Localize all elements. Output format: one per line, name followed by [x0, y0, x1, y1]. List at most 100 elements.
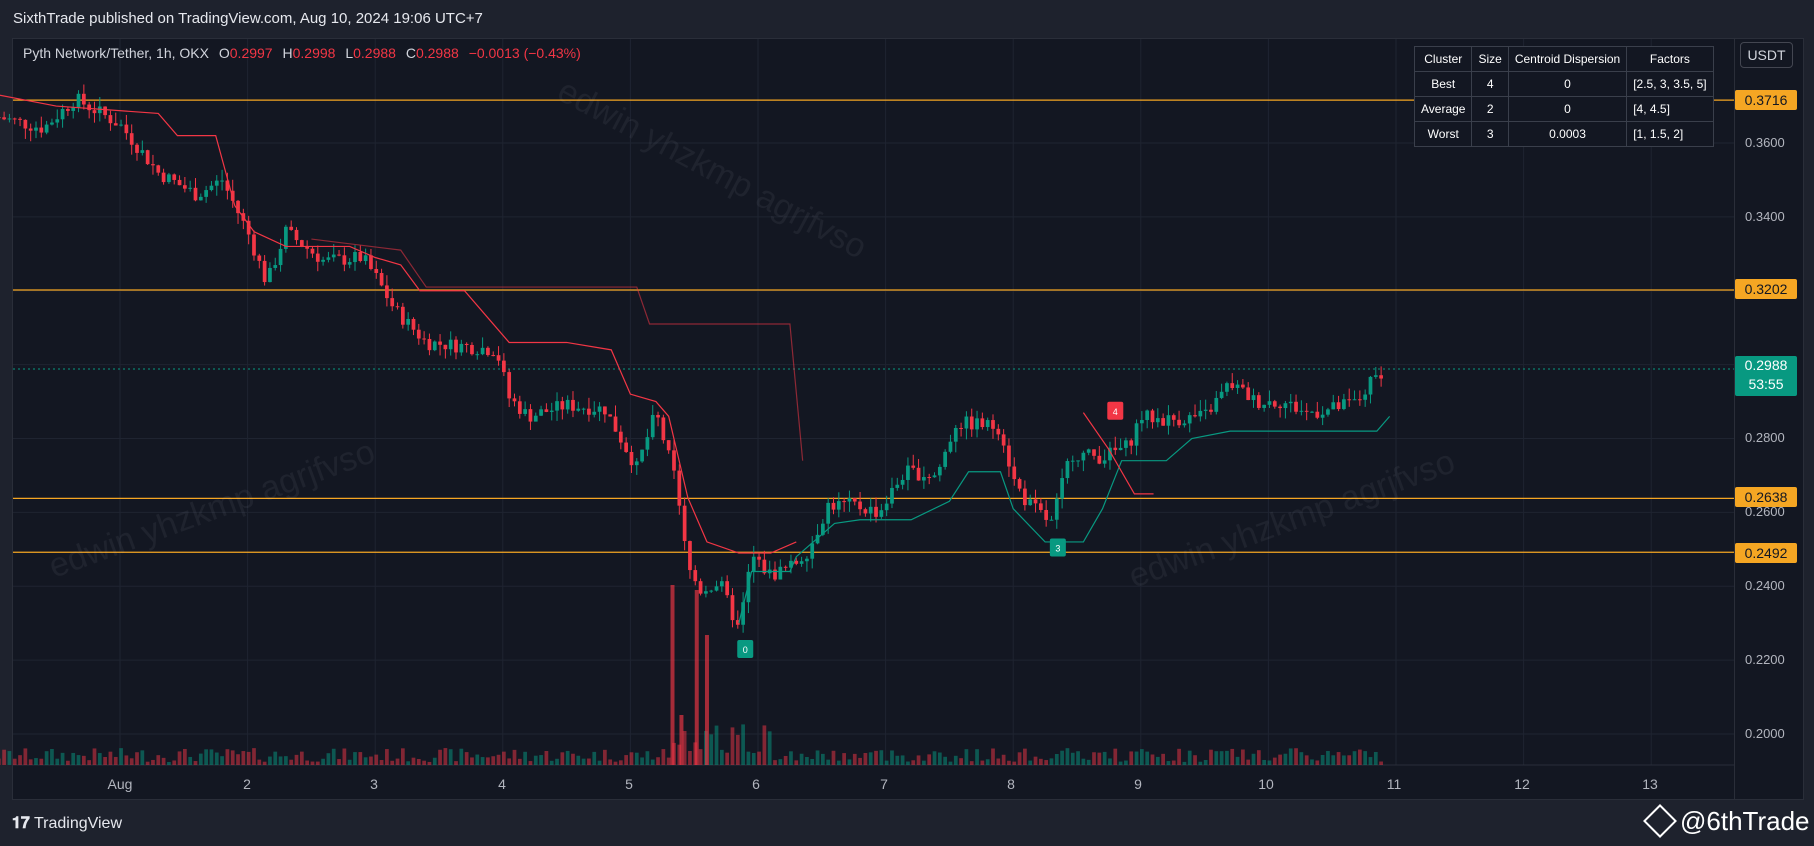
table-row: Average 2 0 [4, 4.5]	[1413, 96, 1714, 122]
volume-bar	[1352, 751, 1357, 765]
candle-body	[1124, 440, 1128, 448]
level-label: 0.2638	[1735, 487, 1797, 507]
candle-body	[156, 165, 161, 173]
volume-bar	[1193, 755, 1197, 765]
candle-body	[353, 252, 357, 263]
candle-body	[1246, 387, 1251, 401]
candle-body	[1086, 449, 1091, 453]
volume-bar	[167, 761, 171, 765]
volume-bar	[544, 750, 549, 765]
candle-body	[395, 306, 400, 308]
candle-body	[220, 180, 224, 182]
candle-body	[1326, 409, 1330, 415]
footer-bar	[0, 800, 1814, 846]
candle-body	[23, 119, 28, 129]
volume-bar	[2, 749, 6, 765]
currency-button[interactable]: USDT	[1740, 42, 1793, 68]
candle-body	[969, 416, 974, 430]
chart-pane[interactable]	[12, 38, 1735, 800]
candle-body	[1347, 399, 1352, 401]
volume-bar	[252, 748, 256, 765]
volume-bar	[140, 750, 145, 765]
buy-signal-marker-label: 3	[1055, 543, 1060, 553]
tradingview-logo[interactable]: 𝟏𝟕 TradingView	[12, 815, 122, 832]
volume-bar	[66, 760, 70, 765]
price-axis[interactable]	[1735, 38, 1804, 800]
candle-body	[815, 534, 820, 544]
volume-bar	[1342, 755, 1346, 765]
candle-body	[858, 501, 862, 510]
candle-body	[1028, 499, 1033, 506]
volume-bar	[278, 756, 283, 765]
candle-body	[486, 347, 490, 356]
candle-body	[310, 248, 315, 254]
volume-bar	[331, 748, 336, 765]
candle-body	[890, 487, 894, 504]
volume-bar	[943, 756, 948, 765]
volume-bar	[113, 756, 118, 765]
volume-bar	[124, 755, 129, 765]
volume-bar	[879, 750, 884, 765]
volume-bar	[119, 748, 123, 765]
time-tick: 11	[1386, 776, 1402, 792]
volume-bar	[805, 757, 809, 765]
volume-bar	[491, 756, 496, 765]
volume-bar	[1102, 751, 1107, 765]
volume-bar	[145, 761, 150, 765]
close-value: 0.2988	[415, 45, 459, 61]
candle-body	[1256, 395, 1261, 408]
candle-body	[369, 255, 373, 269]
candle-body	[1315, 411, 1320, 418]
candle-body	[922, 477, 926, 481]
candle-body	[1342, 399, 1346, 410]
candle-body	[1070, 460, 1075, 462]
candle-body	[1251, 395, 1256, 401]
level-label: 0.2492	[1735, 543, 1797, 563]
candle-body	[71, 107, 76, 111]
candle-body	[480, 347, 485, 355]
candle-body	[119, 124, 123, 126]
candle-body	[432, 341, 437, 351]
candle-body	[145, 150, 150, 165]
volume-bar	[1108, 758, 1112, 765]
volume-bar	[411, 757, 416, 765]
candle-body	[1007, 445, 1011, 467]
candle-body	[358, 252, 363, 262]
candle-body	[783, 566, 788, 568]
volume-bar	[1049, 758, 1054, 765]
volume-bar	[454, 761, 458, 765]
candle-body	[1214, 397, 1219, 412]
candle-body	[50, 122, 54, 125]
candle-body	[587, 408, 591, 415]
candle-body	[847, 498, 852, 502]
candle-body	[55, 119, 60, 123]
volume-bar	[135, 752, 139, 765]
candle-body	[278, 248, 283, 266]
candle-body	[496, 355, 501, 361]
symbol-legend: Pyth Network/Tether, 1h, OKX O0.2997 H0.…	[23, 45, 581, 61]
volume-bar	[1113, 748, 1118, 765]
volume-bar	[799, 753, 804, 765]
volume-bar	[220, 756, 224, 765]
volume-bar	[1368, 757, 1373, 765]
candle-body	[911, 465, 916, 468]
volume-bar	[34, 758, 38, 765]
volume-bar	[273, 751, 278, 765]
candle-body	[1177, 419, 1181, 426]
candle-body	[751, 556, 756, 572]
volume-bar	[980, 760, 985, 765]
candle-body	[108, 115, 113, 124]
volume-bar	[906, 761, 910, 765]
volume-bar	[624, 755, 629, 765]
volume-bar	[783, 755, 788, 765]
volume-bar	[735, 734, 740, 765]
volume-bar	[1246, 759, 1251, 765]
volume-bar	[666, 757, 671, 765]
candle-body	[337, 254, 341, 256]
volume-bar	[363, 757, 368, 765]
candle-body	[1097, 455, 1102, 464]
candle-body	[698, 581, 703, 594]
volume-bar	[629, 752, 634, 765]
candle-body	[576, 408, 581, 411]
volume-bar	[555, 758, 559, 765]
